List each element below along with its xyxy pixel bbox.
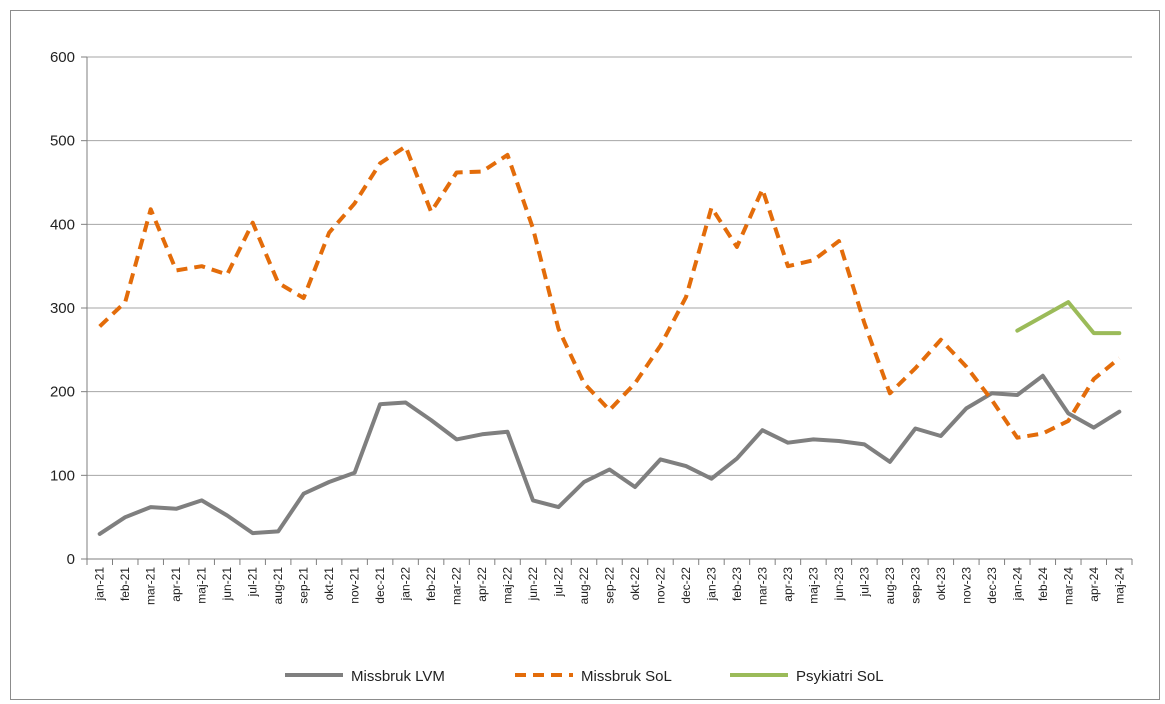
x-tick-label: maj-22 — [501, 567, 515, 604]
x-tick-label: dec-22 — [679, 567, 693, 604]
x-tick-label: sep-22 — [603, 567, 617, 604]
x-tick-label: maj-24 — [1112, 567, 1126, 604]
x-tick-label: dec-23 — [985, 567, 999, 604]
series-line-missbruk-lvm — [97, 373, 1122, 536]
y-tick-label: 500 — [50, 133, 75, 150]
legend-item: Missbruk LVM — [285, 668, 445, 685]
x-tick-label: sep-21 — [297, 567, 311, 604]
x-tick-label: apr-24 — [1087, 567, 1101, 602]
x-tick-label: feb-22 — [424, 567, 438, 601]
x-tick-label: sep-23 — [908, 567, 922, 604]
x-tick-label: maj-23 — [806, 567, 820, 604]
axes — [86, 57, 1132, 560]
series-line-psykiatri-sol — [1015, 300, 1122, 336]
x-tick-label: aug-23 — [883, 567, 897, 605]
x-tick-label: apr-21 — [169, 567, 183, 602]
x-tick-label: jan-21 — [93, 567, 107, 602]
legend-label: Missbruk SoL — [581, 668, 672, 685]
x-tick-label: feb-24 — [1036, 567, 1050, 601]
x-tick-label: nov-22 — [653, 567, 667, 604]
x-tick-label: apr-23 — [781, 567, 795, 602]
y-tick-label: 100 — [50, 467, 75, 484]
chart-frame: 0 100 200 300 400 500 600 jan-21 feb-21 mar-21 ap… — [10, 10, 1160, 700]
y-axis-ticks: 0 100 200 300 400 500 600 — [50, 49, 87, 568]
x-tick-label: jan-23 — [704, 567, 718, 602]
x-tick-label: mar-21 — [144, 567, 158, 605]
x-tick-label: mar-23 — [755, 567, 769, 605]
series-line-missbruk-sol — [98, 144, 1121, 440]
x-axis-ticks: jan-21 feb-21 mar-21 apr-21 maj-21 jun-21 jul-… — [86, 559, 1133, 605]
x-tick-label: okt-23 — [934, 567, 948, 601]
legend-label: Psykiatri SoL — [796, 668, 884, 685]
x-tick-label: mar-24 — [1061, 567, 1075, 605]
x-tick-label: jun-22 — [526, 567, 540, 602]
x-tick-label: jan-22 — [399, 567, 413, 602]
y-tick-label: 600 — [50, 49, 75, 66]
x-tick-label: apr-22 — [475, 567, 489, 602]
x-tick-label: okt-22 — [628, 567, 642, 601]
x-tick-label: jul-21 — [246, 567, 260, 598]
x-tick-label: aug-22 — [577, 567, 591, 605]
legend: Missbruk LVM Missbruk SoL Psykiatri SoL — [285, 668, 884, 685]
x-tick-label: maj-21 — [195, 567, 209, 604]
x-tick-label: feb-23 — [730, 567, 744, 601]
x-tick-label: dec-21 — [373, 567, 387, 604]
x-tick-label: nov-21 — [348, 567, 362, 604]
x-tick-label: jul-23 — [857, 567, 871, 598]
x-tick-label: jan-24 — [1010, 567, 1024, 602]
x-tick-label: nov-23 — [959, 567, 973, 604]
x-tick-label: jun-21 — [220, 567, 234, 602]
y-tick-label: 0 — [67, 551, 75, 568]
x-tick-label: mar-22 — [450, 567, 464, 605]
y-tick-label: 200 — [50, 384, 75, 401]
y-tick-label: 400 — [50, 216, 75, 233]
x-tick-label: okt-21 — [322, 567, 336, 601]
x-tick-label: jul-22 — [552, 567, 566, 598]
legend-item: Missbruk SoL — [515, 668, 672, 685]
legend-label: Missbruk LVM — [351, 668, 445, 685]
gridlines — [87, 56, 1132, 476]
y-tick-label: 300 — [50, 300, 75, 317]
x-tick-label: feb-21 — [118, 567, 132, 601]
line-chart: 0 100 200 300 400 500 600 jan-21 feb-21 mar-21 ap… — [50, 49, 1133, 685]
x-tick-label: jun-23 — [832, 567, 846, 602]
series-lines — [97, 144, 1122, 536]
x-tick-label: aug-21 — [271, 567, 285, 605]
legend-item: Psykiatri SoL — [730, 668, 884, 685]
